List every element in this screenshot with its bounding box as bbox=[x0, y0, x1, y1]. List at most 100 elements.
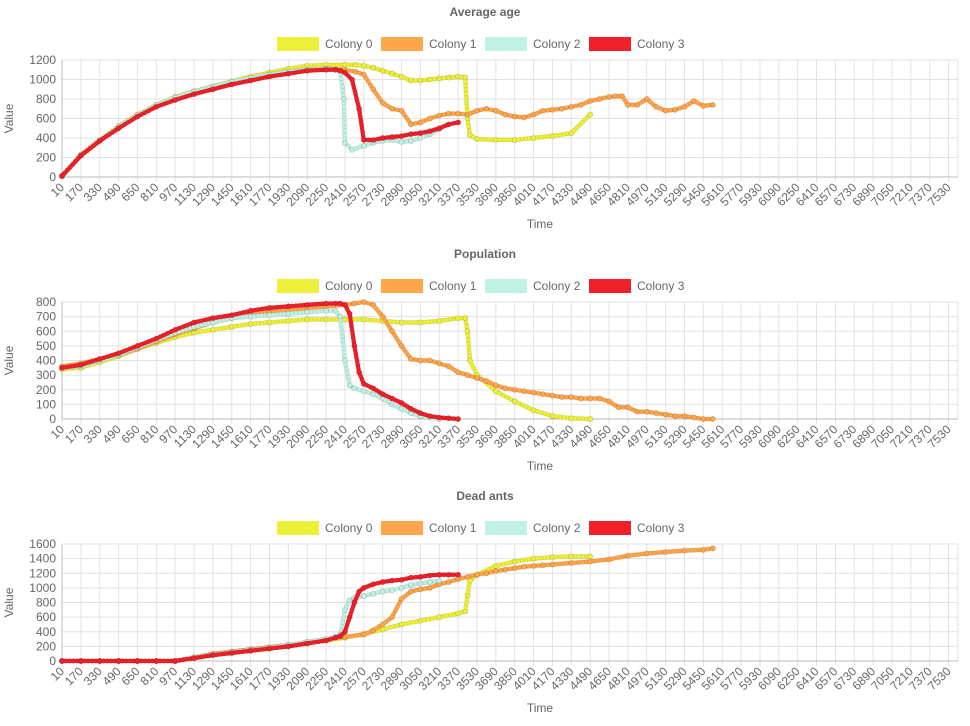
data-point[interactable] bbox=[502, 385, 509, 392]
data-point[interactable] bbox=[398, 584, 405, 591]
data-point[interactable] bbox=[690, 414, 697, 421]
data-point[interactable] bbox=[407, 131, 414, 138]
data-point[interactable] bbox=[540, 391, 547, 398]
data-point[interactable] bbox=[483, 570, 490, 577]
legend-item[interactable]: Colony 3 bbox=[589, 37, 685, 51]
data-point[interactable] bbox=[341, 69, 348, 76]
data-point[interactable] bbox=[606, 94, 613, 101]
data-point[interactable] bbox=[681, 413, 688, 420]
data-point[interactable] bbox=[455, 119, 462, 126]
data-point[interactable] bbox=[568, 394, 575, 401]
data-point[interactable] bbox=[587, 111, 594, 118]
data-point[interactable] bbox=[709, 101, 716, 108]
data-point[interactable] bbox=[360, 136, 367, 143]
data-point[interactable] bbox=[709, 415, 716, 422]
data-point[interactable] bbox=[530, 562, 537, 569]
data-point[interactable] bbox=[360, 71, 367, 78]
legend-item[interactable]: Colony 0 bbox=[277, 521, 373, 535]
data-point[interactable] bbox=[370, 64, 377, 71]
data-point[interactable] bbox=[653, 410, 660, 417]
legend-item[interactable]: Colony 3 bbox=[589, 521, 685, 535]
data-point[interactable] bbox=[464, 372, 471, 379]
data-point[interactable] bbox=[455, 571, 462, 578]
data-point[interactable] bbox=[464, 573, 471, 580]
data-point[interactable] bbox=[615, 404, 622, 411]
data-point[interactable] bbox=[398, 576, 405, 583]
data-point[interactable] bbox=[356, 588, 363, 595]
data-point[interactable] bbox=[389, 105, 396, 112]
data-point[interactable] bbox=[407, 574, 414, 581]
data-point[interactable] bbox=[492, 568, 499, 575]
data-point[interactable] bbox=[436, 112, 443, 119]
data-point[interactable] bbox=[426, 413, 433, 420]
data-point[interactable] bbox=[351, 300, 358, 307]
data-point[interactable] bbox=[700, 415, 707, 422]
data-point[interactable] bbox=[370, 86, 377, 93]
data-point[interactable] bbox=[473, 571, 480, 578]
data-point[interactable] bbox=[346, 597, 353, 604]
data-point[interactable] bbox=[337, 67, 344, 74]
data-point[interactable] bbox=[549, 106, 556, 113]
data-point[interactable] bbox=[662, 411, 669, 418]
data-point[interactable] bbox=[417, 77, 424, 84]
data-point[interactable] bbox=[596, 96, 603, 103]
legend-item[interactable]: Colony 1 bbox=[381, 521, 477, 535]
data-point[interactable] bbox=[473, 107, 480, 114]
data-point[interactable] bbox=[558, 394, 565, 401]
data-point[interactable] bbox=[462, 315, 469, 322]
data-point[interactable] bbox=[407, 137, 414, 144]
data-point[interactable] bbox=[370, 590, 377, 597]
data-point[interactable] bbox=[587, 97, 594, 104]
data-point[interactable] bbox=[587, 553, 594, 560]
data-point[interactable] bbox=[360, 388, 367, 395]
data-point[interactable] bbox=[379, 588, 386, 595]
data-point[interactable] bbox=[323, 307, 330, 314]
data-point[interactable] bbox=[634, 408, 641, 415]
data-point[interactable] bbox=[549, 392, 556, 399]
data-point[interactable] bbox=[407, 588, 414, 595]
data-point[interactable] bbox=[407, 77, 414, 84]
data-point[interactable] bbox=[492, 382, 499, 389]
data-point[interactable] bbox=[502, 111, 509, 118]
data-point[interactable] bbox=[389, 328, 396, 335]
data-point[interactable] bbox=[521, 114, 528, 121]
data-point[interactable] bbox=[360, 62, 367, 69]
data-point[interactable] bbox=[558, 105, 565, 112]
data-point[interactable] bbox=[436, 571, 443, 578]
legend-item[interactable]: Colony 3 bbox=[589, 279, 685, 293]
data-point[interactable] bbox=[540, 107, 547, 114]
data-point[interactable] bbox=[360, 142, 367, 149]
data-point[interactable] bbox=[643, 408, 650, 415]
data-point[interactable] bbox=[360, 299, 367, 306]
data-point[interactable] bbox=[323, 637, 330, 644]
data-point[interactable] bbox=[540, 562, 547, 569]
data-point[interactable] bbox=[426, 357, 433, 364]
data-point[interactable] bbox=[455, 110, 462, 117]
data-point[interactable] bbox=[624, 101, 631, 108]
legend-item[interactable]: Colony 2 bbox=[485, 521, 581, 535]
data-point[interactable] bbox=[398, 133, 405, 140]
data-point[interactable] bbox=[379, 579, 386, 586]
data-point[interactable] bbox=[709, 545, 716, 552]
data-point[interactable] bbox=[341, 139, 348, 146]
data-point[interactable] bbox=[568, 103, 575, 110]
data-point[interactable] bbox=[577, 395, 584, 402]
data-point[interactable] bbox=[426, 572, 433, 579]
data-point[interactable] bbox=[700, 102, 707, 109]
data-point[interactable] bbox=[370, 136, 377, 143]
data-point[interactable] bbox=[417, 586, 424, 593]
data-point[interactable] bbox=[445, 571, 452, 578]
data-point[interactable] bbox=[417, 580, 424, 587]
data-point[interactable] bbox=[445, 415, 452, 422]
data-point[interactable] bbox=[417, 410, 424, 417]
data-point[interactable] bbox=[436, 360, 443, 367]
data-point[interactable] bbox=[700, 546, 707, 553]
data-point[interactable] bbox=[521, 563, 528, 570]
data-point[interactable] bbox=[417, 130, 424, 137]
legend-item[interactable]: Colony 0 bbox=[277, 37, 373, 51]
data-point[interactable] bbox=[426, 76, 433, 83]
data-point[interactable] bbox=[407, 121, 414, 128]
data-point[interactable] bbox=[492, 388, 499, 395]
data-point[interactable] bbox=[379, 134, 386, 141]
data-point[interactable] bbox=[341, 301, 348, 308]
